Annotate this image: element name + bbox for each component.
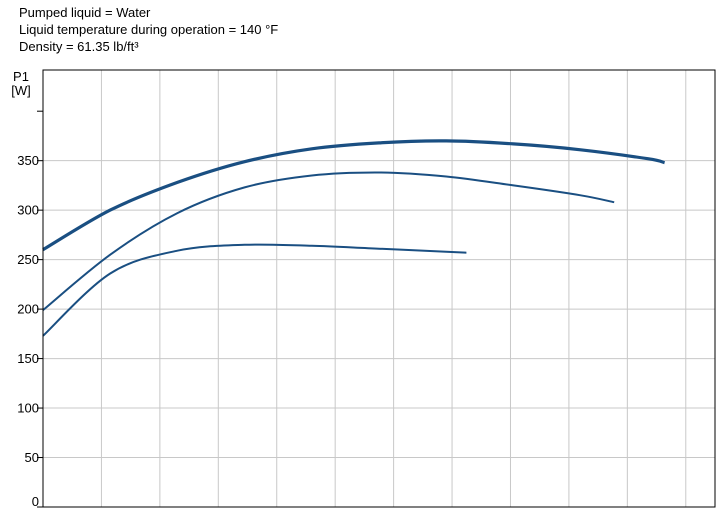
y-tick-label: 300 — [17, 203, 39, 218]
liquid-temperature-note: Liquid temperature during operation = 14… — [19, 22, 279, 37]
power-curve-line-2 — [42, 171, 615, 311]
y-tick-label: 250 — [17, 252, 39, 267]
y-tick-label: 150 — [17, 351, 39, 366]
y-tick-label: 0 — [32, 494, 39, 508]
pump-conditions-notes: Pumped liquid = Water Liquid temperature… — [19, 4, 278, 55]
density-note: Density = 61.35 lb/ft³ — [19, 39, 139, 54]
power-curve-line-3 — [42, 243, 467, 337]
y-axis-label: P1 [W] — [6, 70, 36, 98]
y-axis-label-quantity: P1 — [13, 69, 29, 84]
plot-frame — [42, 69, 716, 508]
power-curve-line-1 — [42, 139, 666, 252]
y-tick-label: 50 — [25, 450, 39, 465]
y-tick-label: 200 — [17, 302, 39, 317]
y-axis-ticks: 0 50 100 150 200 250 300 350 — [17, 110, 43, 508]
y-tick-label: 100 — [17, 400, 39, 415]
series-group — [42, 139, 666, 337]
y-axis-label-unit: [W] — [11, 83, 31, 98]
y-tick-label: 350 — [17, 153, 39, 168]
grid-lines — [43, 70, 715, 507]
pumped-liquid-note: Pumped liquid = Water — [19, 5, 151, 20]
